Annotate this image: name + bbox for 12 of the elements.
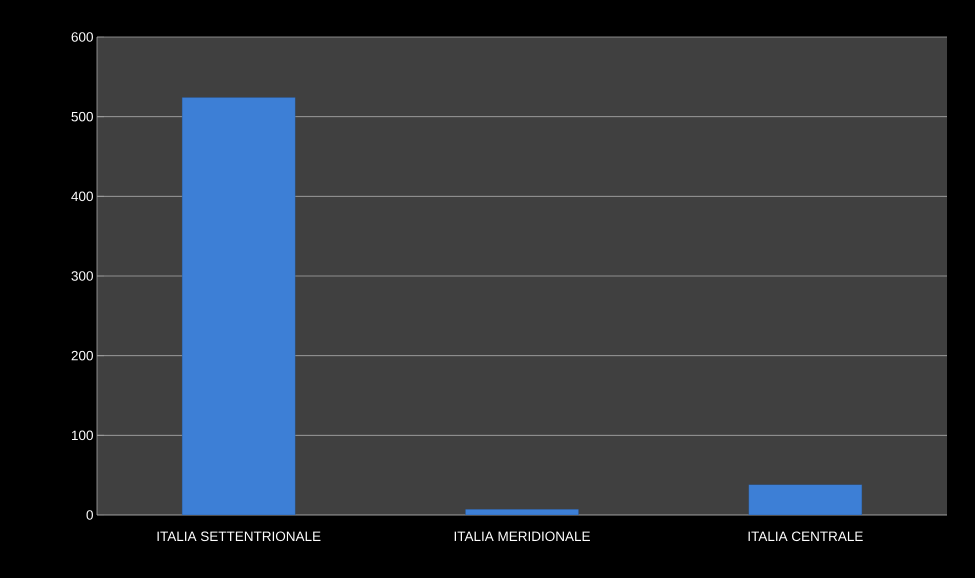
- x-tick-label: ITALIA CENTRALE: [748, 532, 863, 542]
- x-tick-label: ITALIA MERIDIONALE: [454, 532, 590, 542]
- y-tick-label: 0: [86, 510, 93, 520]
- y-tick-label: 200: [72, 350, 93, 360]
- y-tick-label: 500: [72, 112, 93, 122]
- bar: [182, 97, 296, 515]
- y-tick-label: 600: [72, 32, 93, 42]
- y-tick-label: 300: [71, 271, 93, 281]
- x-tick-label: ITALIA SETTENTRIONALE: [158, 532, 320, 542]
- y-tick-label: 100: [72, 430, 93, 440]
- y-tick-label: 400: [71, 192, 93, 202]
- bar: [748, 484, 862, 515]
